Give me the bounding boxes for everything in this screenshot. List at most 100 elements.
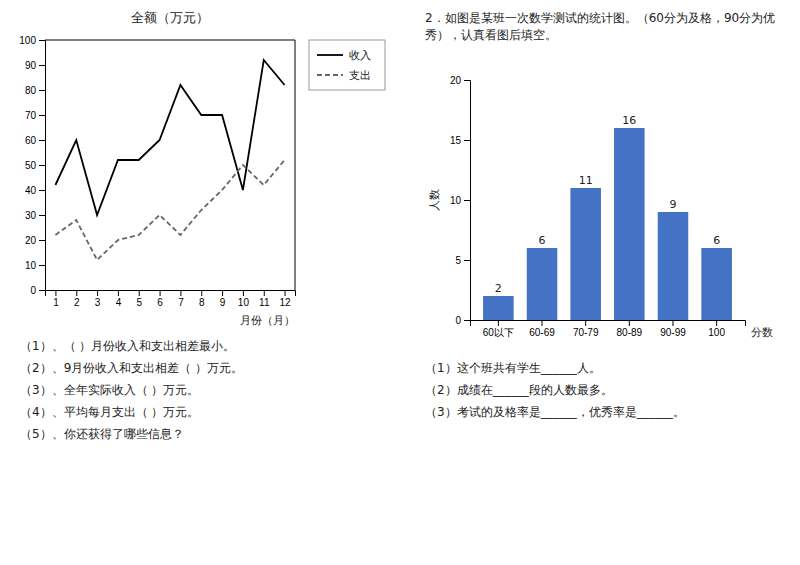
legend: 收入支出: [309, 40, 385, 90]
x-axis-tick-label: 10: [238, 297, 250, 308]
annotation: （1）这个班共有学生______人。: [425, 361, 601, 375]
x-axis-tick-mark: [55, 290, 56, 296]
y-axis-tick: 100: [19, 35, 45, 46]
y-axis-tick-mark: [464, 200, 470, 201]
bar: [701, 248, 732, 320]
y-axis-tick-label: 5: [455, 255, 461, 266]
x-axis-tick-label: 6: [157, 297, 163, 308]
x-axis-line: [471, 321, 746, 327]
x-axis-tick-label: 60-69: [529, 327, 555, 338]
y-axis-tick-mark: [464, 80, 470, 81]
legend-entry: 支出: [317, 69, 371, 82]
x-axis-tick-label: 2: [74, 297, 80, 308]
y-axis-tick-mark: [39, 115, 45, 116]
bar-chart: 2．如图是某班一次数学测试的统计图。（60分为及格，90分为优秀），认真看图后填…: [425, 11, 775, 419]
y-axis-tick-label: 10: [450, 195, 462, 206]
bar: [658, 212, 689, 320]
y-axis-tick-label: 90: [25, 60, 37, 71]
series-line: [55, 160, 284, 260]
annotation: （2）、9月份收入和支出相差（ ）万元。: [20, 361, 243, 375]
x-axis-tick-mark: [180, 290, 181, 296]
x-axis-tick-mark: [585, 320, 586, 326]
x-axis-tick: 12: [280, 290, 292, 308]
y-axis-tick-mark: [39, 90, 45, 91]
x-axis-tick: 3: [95, 290, 101, 308]
y-axis-tick-label: 60: [25, 135, 37, 146]
plot-frame: [45, 40, 295, 41]
y-axis-line: [39, 41, 46, 291]
y-axis-tick: 80: [25, 85, 45, 96]
bar: [483, 296, 514, 320]
x-axis-tick-label: 70-79: [573, 327, 599, 338]
x-axis-tick-label: 3: [95, 297, 101, 308]
y-axis-tick: 20: [450, 75, 470, 86]
y-axis-tick-mark: [39, 65, 45, 66]
y-axis-tick-mark: [39, 140, 45, 141]
legend-label: 收入: [349, 49, 371, 62]
x-axis-tick-mark: [201, 290, 202, 296]
data-label: 16: [622, 114, 636, 127]
x-axis-tick: 1: [53, 290, 59, 308]
y-axis-tick-label: 100: [19, 35, 36, 46]
x-axis-tick-mark: [629, 320, 630, 326]
annotation: （2）成绩在______段的人数最多。: [425, 383, 613, 397]
y-axis-tick-mark: [39, 40, 45, 41]
x-axis-tick: 70-79: [573, 320, 599, 338]
y-axis-tick-mark: [39, 165, 45, 166]
x-axis-tick-mark: [118, 290, 119, 296]
x-axis-tick-mark: [498, 320, 499, 326]
plot-frame: [295, 40, 296, 290]
legend-entry: 收入: [317, 49, 371, 62]
x-axis-tick-label: 11: [259, 297, 270, 308]
y-axis-tick: 15: [450, 135, 470, 146]
annotation: （5）、你还获得了哪些信息？: [20, 427, 184, 441]
y-axis-line: [464, 81, 471, 321]
legend-label: 支出: [349, 69, 371, 82]
y-axis-tick: 30: [25, 210, 45, 221]
annotation: （3）、全年实际收入（ ）万元。: [20, 383, 199, 397]
y-axis-tick: 20: [25, 235, 45, 246]
legend-swatch: [317, 74, 343, 76]
x-axis-tick-mark: [672, 320, 673, 326]
x-axis-tick-mark: [264, 290, 265, 296]
y-axis-tick-label: 10: [25, 260, 37, 271]
x-axis-tick-label: 100: [708, 327, 725, 338]
y-axis-tick: 10: [450, 195, 470, 206]
x-axis-tick-label: 80-89: [617, 327, 643, 338]
y-axis-tick-mark: [39, 215, 45, 216]
y-axis-tick-label: 15: [450, 135, 462, 146]
y-axis-tick-label: 0: [30, 285, 36, 296]
x-axis-tick-label: 90-99: [660, 327, 686, 338]
x-axis-tick: 80-89: [617, 320, 643, 338]
x-axis-tick-label: 7: [178, 297, 184, 308]
annotation: （4）、平均每月支出（ ）万元。: [20, 405, 199, 419]
x-axis-tick: 7: [178, 290, 184, 308]
y-axis-tick: 0: [455, 315, 470, 326]
data-label: 2: [495, 282, 502, 295]
x-axis-tick-label: 60以下: [483, 327, 514, 338]
y-axis-tick-label: 30: [25, 210, 37, 221]
x-axis-tick: 10: [238, 290, 250, 308]
x-axis-tick-label: 12: [280, 297, 292, 308]
y-axis-tick-label: 50: [25, 160, 37, 171]
x-axis-tick: 11: [259, 290, 270, 308]
y-axis-tick-label: 80: [25, 85, 37, 96]
x-axis: 123456789101112: [46, 290, 296, 308]
legend-swatch: [317, 54, 343, 56]
data-label: 6: [539, 234, 546, 247]
y-axis: 0 5 10 15 20: [450, 75, 471, 326]
annotation: （1）、（ ）月份收入和支出相差最小。: [20, 339, 235, 353]
y-axis-tick: 70: [25, 110, 45, 121]
x-axis-tick-mark: [222, 290, 223, 296]
y-axis-tick-mark: [39, 240, 45, 241]
y-axis-tick: 40: [25, 185, 45, 196]
y-axis-tick: 0: [30, 285, 45, 296]
x-axis-tick-label: 9: [220, 297, 226, 308]
data-label: 6: [713, 234, 720, 247]
data-label: 11: [579, 174, 593, 187]
y-axis-tick-label: 20: [25, 235, 37, 246]
y-axis: 0 10 20 30 40 50 60 70 80 90 100: [19, 35, 45, 296]
bar: [570, 188, 601, 320]
y-axis-tick: 10: [25, 260, 45, 271]
chart-title: 全额（万元）: [131, 10, 209, 25]
